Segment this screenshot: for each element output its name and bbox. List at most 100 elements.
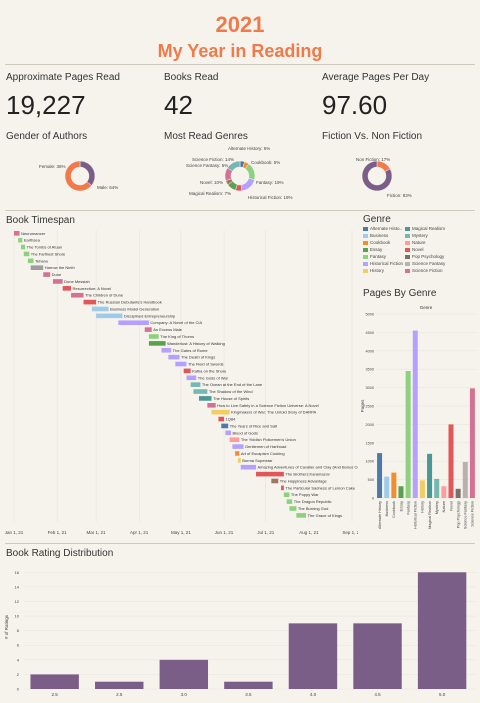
gantt-label-0: Neuromancer [21,231,46,236]
gantt-label-23: The Shadow of the Wind [209,389,253,394]
pages-xtick-13: Science Fiction [471,501,475,527]
pages-bar-7 [427,453,433,498]
fiction-donut-chart: Non Fiction: 17% Fiction: 83% [356,157,412,198]
gantt-bar-36 [271,478,279,484]
pages-ytick-5: 2500 [366,405,374,409]
gantt-bar-4 [27,258,34,264]
pages-genre-title: Pages By Genre [363,288,437,299]
gantt-label-29: Blood of Gods [232,430,257,435]
legend-swatch [405,240,410,245]
gantt-xtick-7: Aug 1, 21 [299,530,319,535]
slice-gender-0 [79,160,96,186]
legend-item: Mystery [405,233,428,238]
gantt-label-16: Wanderlust: A History of Walking [167,341,225,346]
gantt-bar-21 [186,375,197,381]
rating-xtick-3: 3.5 [245,692,252,697]
pages-ytick-3: 1500 [366,441,374,445]
genre-legend: Alternate Histo.. Magical Realism Business… [363,226,478,276]
pages-bar-3 [398,486,404,498]
gantt-label-24: The House of Spirits [213,396,249,401]
slice-label-genres-5: Novel: 10% [200,180,223,185]
legend-label: Alternate Histo.. [370,226,403,231]
slice-label-gender-0: Female: 36% [39,164,66,169]
slice-label-gender-1: Male: 64% [97,185,118,190]
pages-bar-6 [419,480,425,498]
legend-item: Fantasy [363,254,386,259]
rating-xtick-1: 2.5 [116,692,123,697]
slice-fiction-1 [361,160,393,192]
pages-xtick-1: Business [385,501,389,517]
gantt-bar-0 [14,231,20,236]
legend-swatch [363,254,368,259]
rating-bar-0 [30,674,79,689]
pages-bar-13 [469,388,475,498]
gender-donut-chart: Female: 36% Male: 64% [39,160,118,192]
gantt-bar-27 [218,416,225,422]
gantt-label-31: Gentlemen of Harlhoad [245,444,286,449]
rating-xtick-6: 5.0 [439,692,446,697]
gantt-bar-8 [62,286,72,291]
gantt-label-32: Art of Escapism Cooking [241,451,285,456]
gantt-label-18: The Death of Kings [181,355,215,360]
pages-bar-12 [462,461,468,498]
slice-gender-1 [64,160,92,192]
gantt-label-5: Harrow the Ninth [45,265,75,270]
rating-xtick-0: 2.5 [52,692,59,697]
legend-item: Science Fiction [405,268,443,273]
legend-swatch [363,233,368,238]
gantt-bar-41 [296,513,307,518]
rating-ytick-4: 8 [17,628,20,633]
rating-ytick-5: 10 [15,614,20,619]
legend-item: History [363,268,384,273]
pages-xtick-0: Alternate History [378,501,382,529]
pages-xtick-12: Science Fantasy [464,501,468,529]
gantt-label-30: The Yiddish Policemen's Union [241,437,296,442]
rating-title: Book Rating Distribution [6,548,114,559]
rating-xtick-4: 4.0 [310,692,317,697]
rating-distribution-chart: 0 2 4 6 8 10 12 14 16 # of Ratings 2.5 2.5 3.0 3.5 4.0… [4,570,476,697]
gantt-bar-33 [237,458,241,463]
legend-swatch [405,268,410,273]
gantt-bar-18 [168,354,180,360]
legend-item: Pop Psychology [405,254,444,259]
gantt-xtick-3: Apr 1, 21 [130,530,149,535]
pages-ytick-1: 500 [368,478,374,482]
gantt-bar-13 [118,320,149,326]
pages-ytick-7: 3500 [366,368,374,372]
pages-ytick-6: 3000 [366,386,374,390]
dashboard-year: 2021 [215,12,265,37]
gantt-bar-30 [229,437,240,442]
legend-swatch [405,247,410,252]
gantt-label-9: The Children of Dune [85,293,124,298]
gantt-label-37: The Particular Sadness of Lemon Cake [285,485,356,490]
gantt-label-34: Amazing Adventures of Cavalier and Clay … [258,465,358,470]
rating-ytick-1: 2 [17,672,20,677]
pages-xtick-6: History [421,501,425,513]
slice-label-genres-3: Historical Fiction: 19% [248,195,293,200]
legend-label: Novel [412,247,424,252]
gantt-label-4: Tehanu [35,258,48,263]
gantt-label-15: The King of Thorns [160,334,194,339]
gantt-bar-40 [289,506,297,511]
gantt-bar-22 [190,382,201,387]
gantt-xtick-1: Feb 1, 21 [48,530,68,535]
slice-label-genres-1: Cookbook: 5% [251,160,280,165]
legend-label: Historical Fiction [370,261,404,266]
rating-ytick-3: 6 [17,643,20,648]
gantt-label-1: Earthsea [24,238,41,243]
pages-bar-1 [384,476,390,498]
gantt-label-3: The Farthest Shore [31,251,66,256]
gantt-label-40: The Burning God [298,506,328,511]
pages-bar-8 [434,478,440,498]
legend-swatch [405,226,410,231]
legend-label: Business [370,233,389,238]
gantt-label-35: The Brothers Karamazov [285,472,329,477]
rating-xtick-5: 4.5 [374,692,381,697]
gantt-bar-5 [30,265,44,270]
rating-bar-1 [95,681,144,689]
gantt-bar-38 [283,492,290,498]
slice-genres-8 [226,160,241,172]
legend-item: Business [363,233,388,238]
gantt-label-25: How to Live Safely in a Science Fiction … [217,403,319,408]
gantt-bar-26 [211,409,230,415]
